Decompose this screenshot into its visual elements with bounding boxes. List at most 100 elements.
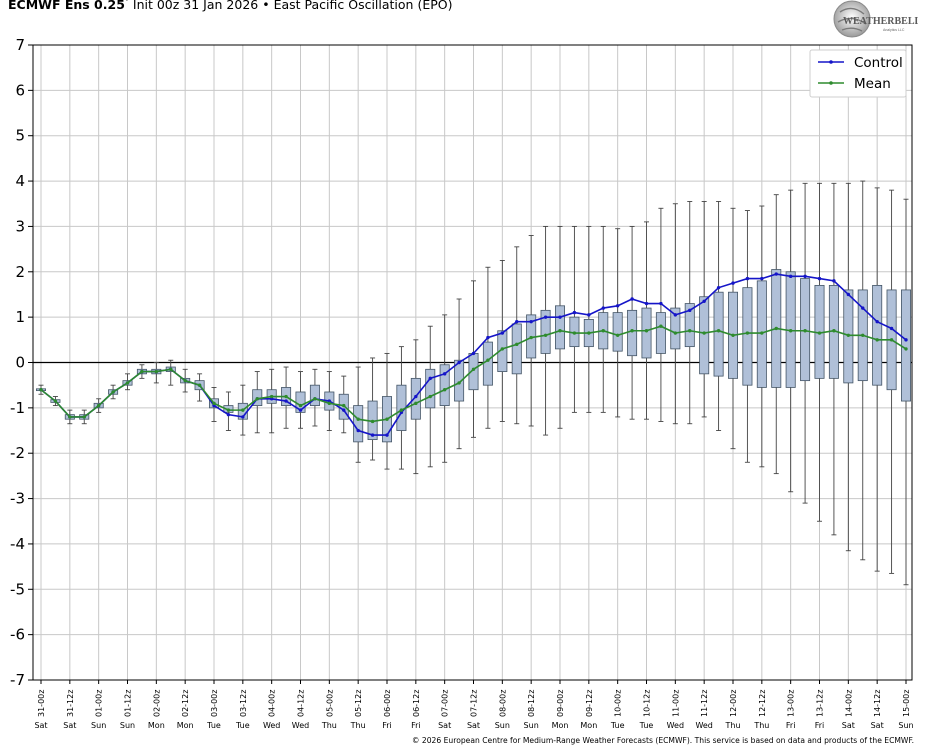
mean-point (515, 342, 519, 347)
mean-point (241, 408, 245, 412)
x-tick-label: 06-00z (383, 690, 392, 717)
mean-point (875, 338, 879, 342)
control-point (716, 285, 721, 290)
control-point (644, 301, 649, 306)
day-label: Sun (495, 721, 510, 730)
control-point (356, 428, 360, 433)
mean-point (370, 419, 375, 424)
mean-point (702, 331, 706, 335)
control-point (529, 319, 533, 324)
control-point (587, 313, 591, 317)
mean-point (298, 403, 303, 408)
x-tick-label: 10-12z (643, 690, 652, 717)
y-tick-label: -1 (10, 399, 25, 417)
mean-point (414, 401, 418, 406)
mean-point (500, 347, 505, 351)
box (612, 312, 623, 352)
control-point (861, 306, 865, 310)
plot-frame (32, 44, 913, 681)
control-point (760, 276, 764, 281)
control-point (702, 299, 706, 303)
mean-point (615, 333, 620, 337)
day-label: Sat (467, 721, 480, 730)
mean-legend-label: Mean (854, 76, 891, 92)
x-tick-label: 02-12z (181, 690, 190, 717)
box (641, 307, 652, 359)
day-label: Thu (321, 721, 337, 730)
x-tick-label: 14-12z (873, 690, 882, 717)
x-tick-label: 01-00z (95, 690, 104, 717)
box (482, 341, 493, 386)
mean-point (183, 378, 187, 383)
mean-point (471, 367, 476, 372)
x-tick-label: 03-00z (210, 690, 219, 717)
mean-point (356, 417, 360, 421)
day-label: Wed (263, 721, 280, 730)
x-tick-label: 06-12z (412, 690, 421, 717)
x-tick-label: 12-00z (729, 690, 738, 717)
x-tick-label: 10-00z (614, 690, 623, 717)
x-tick-label: 15-00z (902, 690, 911, 717)
x-tick-label: 07-00z (441, 690, 450, 717)
degree-mark: ° (124, 0, 129, 6)
box (627, 309, 638, 357)
day-label: Sat (34, 721, 47, 730)
mean-point (154, 369, 159, 374)
mean-point (442, 388, 447, 392)
control-point (558, 315, 562, 319)
mean-point (731, 333, 735, 337)
mean-point (327, 401, 332, 406)
x-tick-label: 11-12z (700, 690, 709, 717)
y-tick-label: -4 (10, 535, 25, 553)
day-label: Thu (753, 721, 769, 730)
chart-title: ECMWF Ens 0.25° Init 00z 31 Jan 2026 • E… (8, 0, 452, 12)
x-tick-label: 07-12z (470, 690, 479, 717)
mean-point (644, 329, 649, 333)
mean-point (96, 403, 101, 408)
mean-point (716, 329, 721, 333)
mean-point (140, 369, 144, 374)
box (511, 323, 522, 375)
y-tick-label: 7 (15, 36, 25, 54)
box (670, 307, 681, 350)
box (901, 289, 912, 402)
control-point (515, 319, 519, 324)
mean-point (846, 333, 851, 337)
mean-point (688, 329, 692, 333)
control-point (659, 301, 663, 306)
mean-point (68, 415, 72, 419)
logo-subtext: Analytics LLC (883, 28, 905, 32)
day-label: Fri (786, 721, 796, 730)
mean-point (861, 333, 865, 337)
x-tick-label: 08-00z (498, 690, 507, 717)
day-label: Thu (724, 721, 740, 730)
control-point (284, 399, 288, 403)
control-point (226, 412, 231, 417)
x-tick-label: 01-12z (124, 690, 133, 717)
box (540, 309, 551, 354)
mean-point (39, 388, 43, 392)
control-point (889, 326, 894, 331)
mean-point (82, 415, 86, 419)
day-label: Sat (438, 721, 451, 730)
control-legend-marker (829, 60, 833, 64)
day-label: Wed (667, 721, 684, 730)
control-point (442, 372, 447, 376)
control-point (241, 415, 245, 419)
x-tick-label: 11-00z (671, 690, 680, 717)
day-label: Sun (120, 721, 135, 730)
day-label: Sat (63, 721, 76, 730)
control-point (817, 276, 822, 281)
control-point (846, 292, 851, 297)
x-tick-label: 13-12z (816, 690, 825, 717)
day-label: Mon (148, 721, 165, 730)
control-point (601, 306, 605, 310)
x-tick-label: 13-00z (787, 690, 796, 717)
box (872, 284, 883, 386)
control-legend-label: Control (854, 55, 903, 71)
y-tick-label: 3 (15, 217, 25, 235)
day-label: Sat (871, 721, 884, 730)
control-point (688, 308, 692, 313)
x-tick-label: 09-00z (556, 690, 565, 717)
